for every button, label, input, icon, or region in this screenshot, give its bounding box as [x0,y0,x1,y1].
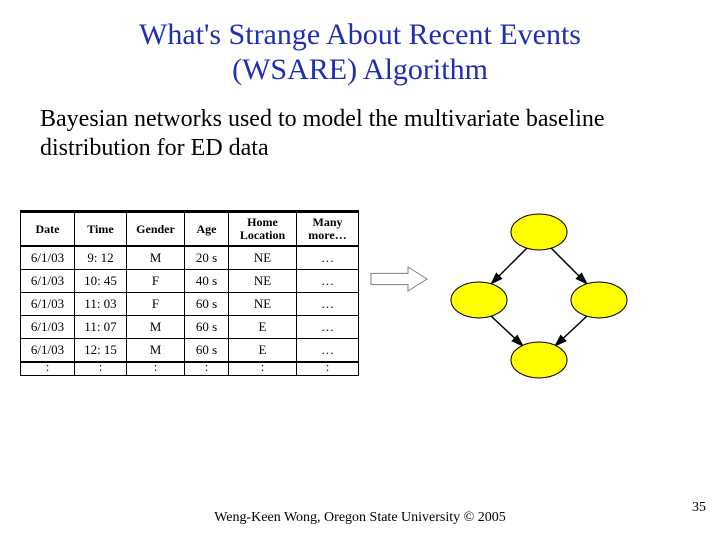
table-cell: : [185,362,229,375]
arrow-icon [369,265,429,298]
table-cell: … [297,270,359,293]
table-cell: : [21,362,75,375]
table-cell: M [127,246,185,270]
table-cell: NE [229,270,297,293]
table-header-row: DateTimeGenderAgeHomeLocationManymore… [21,212,359,247]
table-cell: : [127,362,185,375]
table-cell: NE [229,293,297,316]
table-header-cell: Gender [127,212,185,247]
data-table: DateTimeGenderAgeHomeLocationManymore… 6… [20,210,359,376]
footer-credit: Weng-Keen Wong, Oregon State University … [0,510,720,526]
bayesian-network-diagram [439,210,639,385]
title-line-1: What's Strange About Recent Events [139,18,581,51]
table-cell: 11: 03 [75,293,127,316]
page-number: 35 [692,500,706,516]
table-row: 6/1/0312: 15M60 sE… [21,339,359,363]
table-header-cell: HomeLocation [229,212,297,247]
table-cell: … [297,293,359,316]
table-header-cell: Date [21,212,75,247]
table-cell: NE [229,246,297,270]
slide-title: What's Strange About Recent Events (WSAR… [0,0,720,97]
table-cell: F [127,270,185,293]
title-line-2: (WSARE) Algorithm [232,53,488,86]
table-cell: M [127,316,185,339]
table-header-cell: Time [75,212,127,247]
table-cell: : [75,362,127,375]
table-cell: 9: 12 [75,246,127,270]
table-header-cell: Age [185,212,229,247]
table-cell: 40 s [185,270,229,293]
table-cell: 10: 45 [75,270,127,293]
table-cell: … [297,246,359,270]
table-cell: E [229,316,297,339]
table-cell: 60 s [185,316,229,339]
table-cell: 6/1/03 [21,246,75,270]
table-row: 6/1/039: 12M20 sNE… [21,246,359,270]
slide-subtitle: Bayesian networks used to model the mult… [0,97,720,163]
table-cell: 6/1/03 [21,316,75,339]
table-row: 6/1/0310: 45F40 sNE… [21,270,359,293]
table-cell: F [127,293,185,316]
table-cell: 60 s [185,293,229,316]
table-cell: : [297,362,359,375]
table-cell: 11: 07 [75,316,127,339]
table-cell: 20 s [185,246,229,270]
table-cell: : [229,362,297,375]
table-vdots-row: :::::: [21,362,359,375]
table-cell: 6/1/03 [21,270,75,293]
table-cell: … [297,316,359,339]
content-row: DateTimeGenderAgeHomeLocationManymore… 6… [20,210,639,385]
table-row: 6/1/0311: 03F60 sNE… [21,293,359,316]
table-cell: 6/1/03 [21,293,75,316]
table-row: 6/1/0311: 07M60 sE… [21,316,359,339]
table-header-cell: Manymore… [297,212,359,247]
